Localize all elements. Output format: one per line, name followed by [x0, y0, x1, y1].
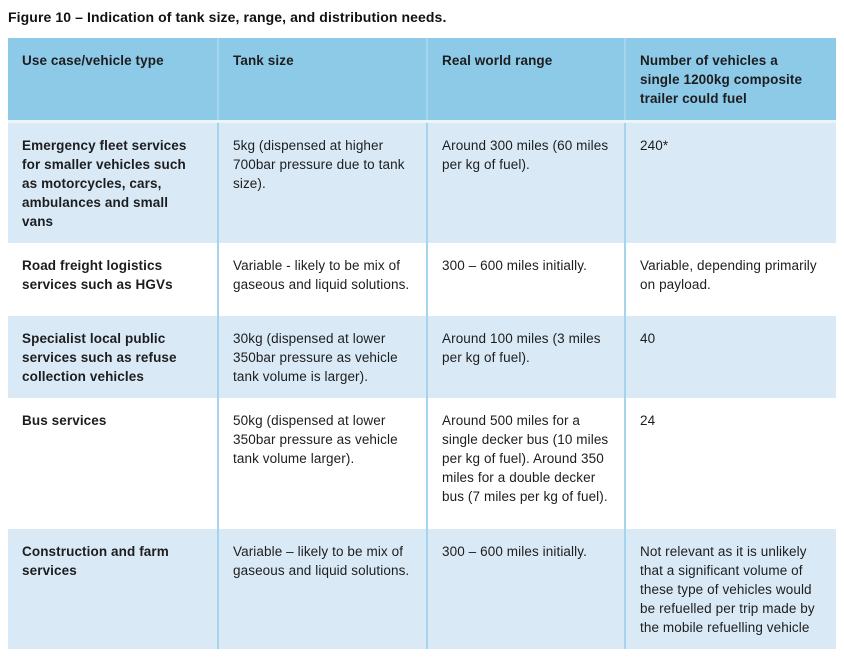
cell-range: 300 – 600 miles initially. [426, 529, 625, 649]
cell-use-case: Construction and farm services [8, 529, 218, 649]
column-header-tank-size: Tank size [217, 38, 427, 123]
cell-tank-size: 30kg (dispensed at lower 350bar pressure… [217, 316, 427, 398]
cell-vehicles-fueled: 24 [624, 398, 836, 529]
cell-vehicles-fueled: 40 [624, 316, 836, 398]
table-row-bus-services: Bus services 50kg (dispensed at lower 35… [8, 398, 836, 529]
cell-tank-size: 50kg (dispensed at lower 350bar pressure… [217, 398, 427, 529]
cell-vehicles-fueled: Not relevant as it is unlikely that a si… [624, 529, 836, 649]
tank-size-table: Use case/vehicle type Tank size Real wor… [8, 38, 836, 649]
cell-use-case: Emergency fleet services for smaller veh… [8, 121, 218, 243]
cell-range: Around 500 miles for a single decker bus… [426, 398, 625, 529]
cell-range: Around 300 miles (60 miles per kg of fue… [426, 121, 625, 243]
header-row: Use case/vehicle type Tank size Real wor… [8, 38, 836, 123]
table-row-construction-farm: Construction and farm services Variable … [8, 529, 836, 649]
cell-use-case: Bus services [8, 398, 218, 529]
cell-use-case: Specialist local public services such as… [8, 316, 218, 398]
table-row-road-freight: Road freight logistics services such as … [8, 243, 836, 316]
column-header-range: Real world range [426, 38, 625, 123]
cell-tank-size: 5kg (dispensed at higher 700bar pressure… [217, 121, 427, 243]
column-header-use-case: Use case/vehicle type [8, 38, 218, 123]
cell-vehicles-fueled: Variable, depending primarily on payload… [624, 243, 836, 316]
table-row-emergency-fleet: Emergency fleet services for smaller veh… [8, 121, 836, 243]
column-header-vehicles-fueled: Number of vehicles a single 1200kg compo… [624, 38, 836, 123]
cell-tank-size: Variable – likely to be mix of gaseous a… [217, 529, 427, 649]
cell-range: Around 100 miles (3 miles per kg of fuel… [426, 316, 625, 398]
figure-title: Figure 10 – Indication of tank size, ran… [8, 9, 447, 25]
cell-range: 300 – 600 miles initially. [426, 243, 625, 316]
cell-vehicles-fueled: 240* [624, 121, 836, 243]
cell-tank-size: Variable - likely to be mix of gaseous a… [217, 243, 427, 316]
cell-use-case: Road freight logistics services such as … [8, 243, 218, 316]
table-row-specialist-public: Specialist local public services such as… [8, 316, 836, 398]
